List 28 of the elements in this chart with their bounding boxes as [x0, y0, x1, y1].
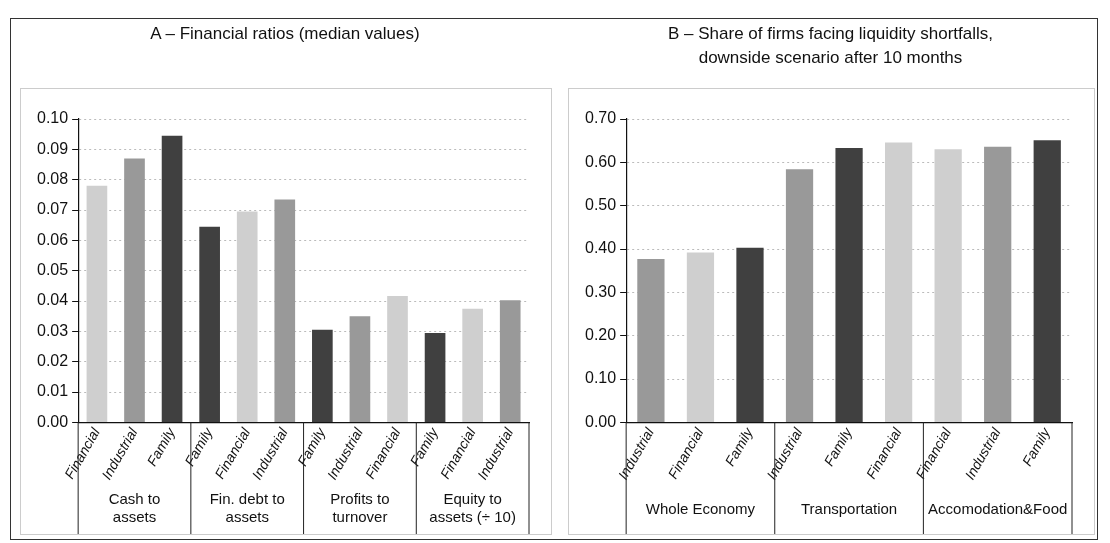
y-tick-label: 0.09 — [37, 139, 69, 157]
y-tick-label: 0.70 — [585, 109, 617, 127]
chart-title: A – Financial ratios (median values) — [149, 23, 421, 45]
y-tick-label: 0.03 — [37, 321, 69, 339]
y-tick-label: 0.10 — [37, 109, 69, 127]
chart-title: B – Share of firms facing liquidity shortfalls, downside scenario after 10 months — [667, 23, 994, 69]
y-tick-label: 0.05 — [37, 261, 69, 279]
text: Cash to assets — [108, 489, 161, 525]
text: Equity to assets (÷ 10) — [429, 489, 516, 525]
y-tick-label: 0.04 — [37, 291, 69, 309]
y-tick-label: 0.30 — [585, 282, 617, 300]
y-tick-label: 0.40 — [585, 239, 617, 257]
y-tick-label: 0.60 — [585, 152, 617, 170]
text: Fin. debt to assets — [209, 489, 285, 525]
y-tick-label: 0.00 — [37, 412, 69, 430]
y-tick-label: 0.20 — [585, 326, 617, 344]
y-tick-label: 0.02 — [37, 352, 69, 370]
text: Transportation — [800, 499, 898, 517]
text: Accomodation&Food — [928, 499, 1068, 517]
text: Profits to turnover — [330, 489, 390, 525]
y-tick-label: 0.08 — [37, 170, 69, 188]
y-tick-label: 0.50 — [585, 196, 617, 214]
y-tick-label: 0.01 — [37, 382, 69, 400]
y-tick-label: 0.06 — [37, 230, 69, 248]
y-tick-label: 0.00 — [585, 412, 617, 430]
text: Whole Economy — [645, 499, 756, 517]
y-tick-label: 0.10 — [585, 369, 617, 387]
y-tick-label: 0.07 — [37, 200, 69, 218]
